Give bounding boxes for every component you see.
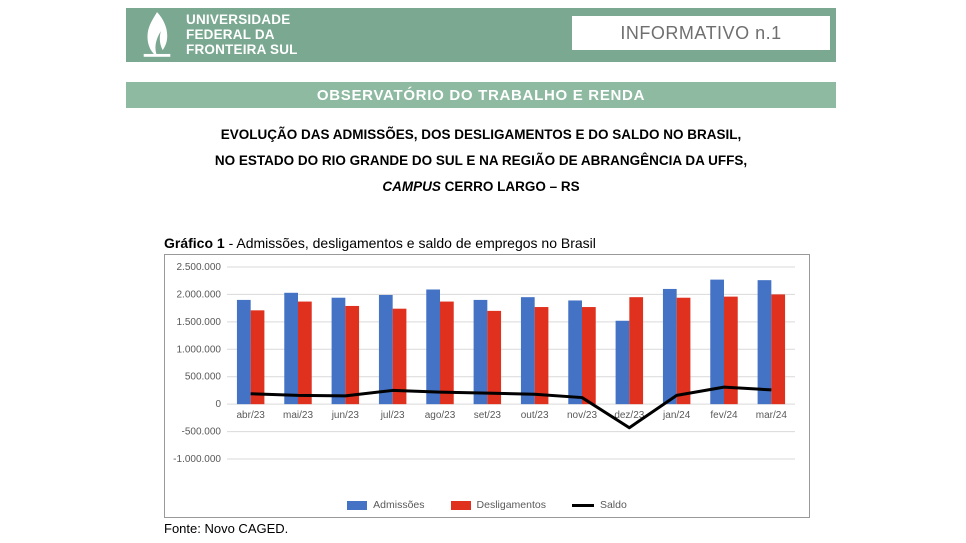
svg-text:-1.000.000: -1.000.000 [173,454,221,465]
chart-caption: Gráfico 1 - Admissões, desligamentos e s… [164,235,596,251]
svg-text:set/23: set/23 [474,410,502,421]
title-line1: EVOLUÇÃO DAS ADMISSÕES, DOS DESLIGAMENTO… [126,122,836,148]
legend-label-desligamentos: Desligamentos [477,499,546,511]
svg-text:ago/23: ago/23 [425,410,456,421]
caption-rest: - Admissões, desligamentos e saldo de em… [225,235,596,251]
title-block: EVOLUÇÃO DAS ADMISSÕES, DOS DESLIGAMENTO… [126,122,836,200]
legend-label-admissoes: Admissões [373,499,424,511]
legend-swatch-admissoes [347,501,367,510]
flame-logo-icon [138,10,176,58]
svg-text:abr/23: abr/23 [236,410,265,421]
svg-text:2.500.000: 2.500.000 [177,262,222,273]
legend-label-saldo: Saldo [600,499,627,511]
caption-bold: Gráfico 1 [164,235,225,251]
svg-text:nov/23: nov/23 [567,410,597,421]
svg-text:500.000: 500.000 [185,372,222,383]
title-line3-italic: CAMPUS [382,179,441,194]
svg-text:out/23: out/23 [521,410,549,421]
legend-swatch-saldo [572,504,594,507]
svg-text:1.500.000: 1.500.000 [177,317,222,328]
chart-frame: -1.000.000 -500.000 0 500.000 1.000.000 1.500… [164,254,810,518]
svg-text:mar/24: mar/24 [756,410,788,421]
source-note: Fonte: Novo CAGED. [164,521,288,536]
svg-text:jul/23: jul/23 [380,410,405,421]
legend-saldo: Saldo [572,499,627,511]
uni-line2: FEDERAL DA [186,27,298,42]
title-line3-rest: CERRO LARGO – RS [441,179,580,194]
svg-text:fev/24: fev/24 [710,410,738,421]
university-name: UNIVERSIDADE FEDERAL DA FRONTEIRA SUL [186,12,298,57]
subband-label: OBSERVATÓRIO DO TRABALHO E RENDA [317,87,645,104]
legend-desligamentos: Desligamentos [451,499,546,511]
svg-text:2.000.000: 2.000.000 [177,289,222,300]
uni-line3: FRONTEIRA SUL [186,42,298,57]
legend: Admissões Desligamentos Saldo [165,499,809,511]
chart-svg: -1.000.000 -500.000 0 500.000 1.000.000 1.500… [165,255,809,517]
page: UNIVERSIDADE FEDERAL DA FRONTEIRA SUL IN… [0,0,966,543]
title-line2: NO ESTADO DO RIO GRANDE DO SUL E NA REGI… [126,148,836,174]
title-line3: CAMPUS CERRO LARGO – RS [126,174,836,200]
svg-text:jan/24: jan/24 [662,410,691,421]
logo-block: UNIVERSIDADE FEDERAL DA FRONTEIRA SUL [138,10,298,58]
info-label: INFORMATIVO n.1 [620,23,781,44]
uni-line1: UNIVERSIDADE [186,12,298,27]
legend-swatch-desligamentos [451,501,471,510]
svg-text:mai/23: mai/23 [283,410,313,421]
svg-text:-500.000: -500.000 [182,427,222,438]
info-box: INFORMATIVO n.1 [572,16,830,50]
svg-text:1.000.000: 1.000.000 [177,344,222,355]
svg-text:0: 0 [215,399,221,410]
legend-admissoes: Admissões [347,499,424,511]
sub-band: OBSERVATÓRIO DO TRABALHO E RENDA [126,82,836,108]
svg-text:jun/23: jun/23 [331,410,360,421]
